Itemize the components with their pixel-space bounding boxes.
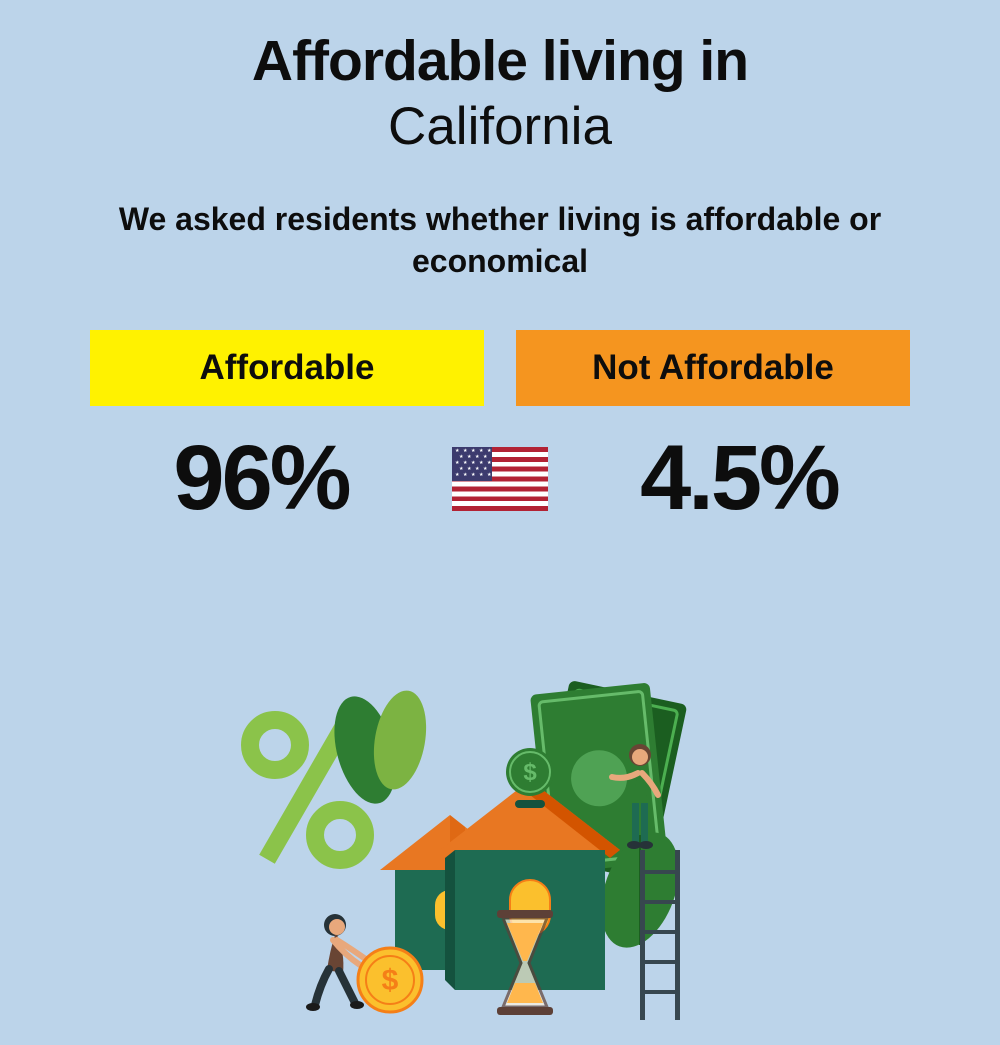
badge-not-affordable: Not Affordable <box>516 330 910 406</box>
subtitle: We asked residents whether living is aff… <box>0 199 1000 282</box>
person-left-icon <box>306 914 367 1011</box>
stats-row: 96% ★ ★ ★ ★ ★ ★ ★ ★ ★ ★ ★ ★ ★ ★ ★ ★ ★ ★ … <box>0 426 1000 531</box>
us-flag-icon: ★ ★ ★ ★ ★ ★ ★ ★ ★ ★ ★ ★ ★ ★ ★ ★ ★ ★ ★ ★ … <box>452 447 548 511</box>
stat-not-affordable-value: 4.5% <box>568 426 910 531</box>
svg-text:$: $ <box>382 964 399 997</box>
svg-text:$: $ <box>523 759 537 786</box>
title-section: Affordable living in California <box>0 0 1000 157</box>
stat-affordable-value: 96% <box>90 426 432 531</box>
coin-icon: $ <box>506 748 554 796</box>
flag-canton: ★ ★ ★ ★ ★ ★ ★ ★ ★ ★ ★ ★ ★ ★ ★ ★ ★ ★ ★ ★ … <box>452 447 492 482</box>
title-location: California <box>0 96 1000 157</box>
badge-affordable: Affordable <box>90 330 484 406</box>
housing-illustration: $ <box>220 660 780 1040</box>
coin-large-icon: $ <box>358 948 422 1012</box>
title-main: Affordable living in <box>0 28 1000 94</box>
badges-row: Affordable Not Affordable <box>0 330 1000 406</box>
leaf-icon <box>324 686 434 810</box>
